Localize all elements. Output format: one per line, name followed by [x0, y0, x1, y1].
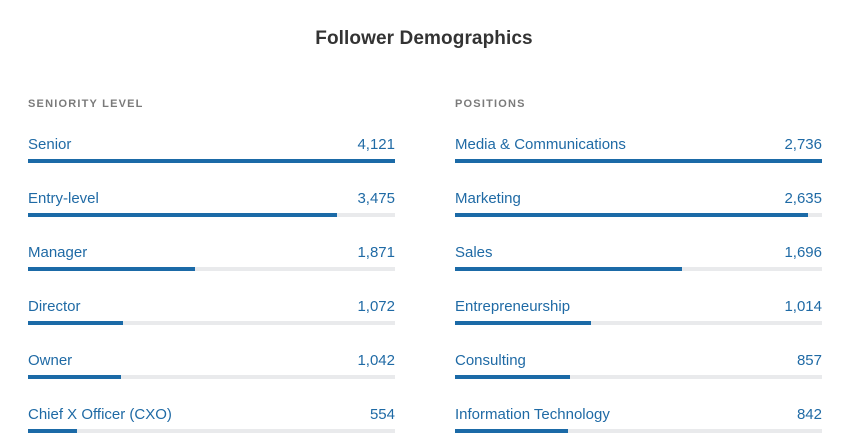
bar-track — [28, 375, 395, 379]
bar-row: Consulting 857 — [455, 348, 822, 402]
page-title: Follower Demographics — [315, 28, 533, 49]
bar-value-label: 1,042 — [357, 352, 395, 369]
bar-label: Chief X Officer (CXO) — [28, 406, 172, 423]
bar-label: Senior — [28, 136, 72, 153]
bar-value-label: 4,121 — [357, 136, 395, 153]
bar-value-label: 1,696 — [784, 244, 822, 261]
bar-track — [455, 321, 822, 325]
bar-track — [455, 267, 822, 271]
bar-value-label: 2,736 — [784, 136, 822, 153]
bar — [455, 429, 568, 433]
bar-value-label: 2,635 — [784, 190, 822, 207]
bar — [28, 267, 195, 271]
positions-heading: POSITIONS — [455, 98, 526, 110]
bar-label: Manager — [28, 244, 88, 261]
bar-track — [28, 159, 395, 163]
bar-row: Director 1,072 — [28, 294, 395, 348]
bar-value-label: 1,014 — [784, 298, 822, 315]
seniority-heading: SENIORITY LEVEL — [28, 98, 144, 110]
bar-row: Media & Communications 2,736 — [455, 132, 822, 186]
bar-value-label: 3,475 — [357, 190, 395, 207]
bar-track — [455, 159, 822, 163]
bar-value-label: 554 — [369, 406, 395, 423]
bar-track — [28, 213, 395, 217]
bar-value-label: 1,871 — [357, 244, 395, 261]
bar-track — [28, 321, 395, 325]
positions-rows: Media & Communications 2,736 Marketing 2,63… — [455, 132, 822, 442]
bar — [28, 159, 395, 163]
bar-value-label: 857 — [796, 352, 822, 369]
bar-label: Director — [28, 298, 81, 315]
bar-label: Media & Communications — [455, 136, 626, 153]
bar-track — [455, 375, 822, 379]
bar-track — [455, 429, 822, 433]
bar-track — [28, 429, 395, 433]
bar-row: Senior 4,121 — [28, 132, 395, 186]
bar-label: Entrepreneurship — [455, 298, 571, 315]
bar-label: Consulting — [455, 352, 526, 369]
bar-value-label: 1,072 — [357, 298, 395, 315]
bar-label: Marketing — [455, 190, 521, 207]
bar-label: Owner — [28, 352, 73, 369]
bar-row: Chief X Officer (CXO) 554 — [28, 402, 395, 442]
bar-row: Marketing 2,635 — [455, 186, 822, 240]
bar — [455, 375, 570, 379]
bar-row: Manager 1,871 — [28, 240, 395, 294]
bar-label: Information Technology — [455, 406, 610, 423]
bar-label: Sales — [455, 244, 493, 261]
bar — [28, 213, 337, 217]
bar — [455, 159, 822, 163]
bar — [455, 267, 682, 271]
bar-row: Sales 1,696 — [455, 240, 822, 294]
bar — [455, 321, 591, 325]
bar-row: Entry-level 3,475 — [28, 186, 395, 240]
bar-track — [455, 213, 822, 217]
bar-row: Entrepreneurship 1,014 — [455, 294, 822, 348]
bar — [455, 213, 808, 217]
bar-value-label: 842 — [796, 406, 822, 423]
seniority-rows: Senior 4,121 Entry-level 3,475 Manager 1,871 D… — [28, 132, 395, 442]
bar — [28, 429, 77, 433]
bar-row: Information Technology 842 — [455, 402, 822, 442]
bar-track — [28, 267, 395, 271]
bar-label: Entry-level — [28, 190, 99, 207]
bar-row: Owner 1,042 — [28, 348, 395, 402]
bar — [28, 375, 121, 379]
bar — [28, 321, 123, 325]
